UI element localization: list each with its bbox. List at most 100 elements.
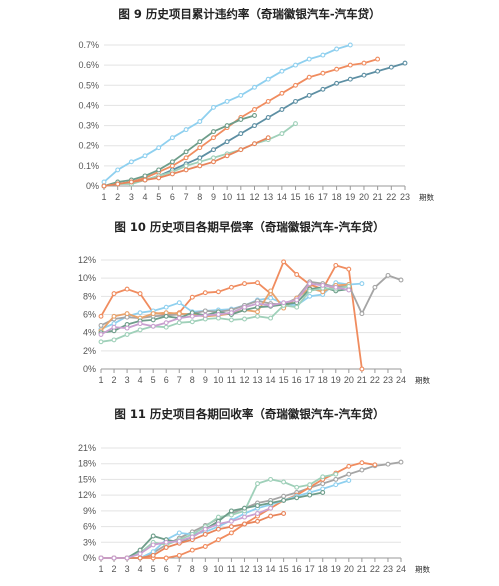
y-tick-label: 10% — [78, 273, 96, 283]
x-tick-label: 15 — [279, 375, 289, 385]
data-point — [307, 293, 313, 299]
data-point — [215, 312, 221, 317]
data-point — [281, 511, 287, 516]
y-tick-label: 6% — [83, 310, 96, 320]
data-point — [333, 471, 339, 477]
data-point — [176, 311, 182, 317]
data-point — [128, 179, 134, 185]
data-point — [156, 167, 162, 173]
x-tick-label: 13 — [263, 192, 273, 202]
y-tick-label: 21% — [78, 443, 96, 453]
data-point — [255, 280, 260, 286]
data-point — [228, 508, 234, 514]
data-point — [334, 80, 340, 86]
data-point — [346, 478, 352, 483]
data-point — [402, 60, 408, 66]
data-point — [294, 297, 300, 303]
x-tick-label: 13 — [253, 564, 263, 574]
data-point — [294, 495, 300, 501]
data-point — [320, 70, 326, 76]
x-tick-label: 12 — [239, 375, 249, 385]
x-tick-label: 8 — [197, 192, 202, 202]
data-point — [385, 461, 391, 467]
data-point — [169, 135, 175, 141]
x-tick-label: 9 — [203, 375, 208, 385]
data-point — [211, 104, 216, 110]
data-point — [224, 139, 230, 145]
data-point — [111, 291, 117, 297]
data-point — [279, 68, 285, 74]
x-tick-label: 11 — [227, 564, 236, 574]
data-point — [255, 481, 260, 487]
data-point — [372, 284, 378, 290]
data-point — [215, 521, 221, 527]
data-point — [183, 167, 189, 173]
data-point — [124, 332, 130, 337]
data-point — [197, 155, 203, 161]
data-point — [268, 315, 274, 321]
data-point — [189, 294, 195, 300]
data-point — [388, 64, 394, 70]
x-tick-label: 20 — [359, 192, 369, 202]
data-point — [320, 481, 326, 487]
x-tick-label: 24 — [396, 375, 406, 385]
x-tick-label: 1 — [98, 564, 103, 574]
data-point — [163, 320, 169, 326]
data-point — [293, 121, 298, 127]
data-point — [242, 281, 247, 287]
data-point — [306, 92, 312, 98]
data-point — [202, 312, 208, 318]
data-point — [265, 76, 271, 82]
data-point — [176, 530, 182, 536]
y-tick-label: 0.3% — [78, 121, 99, 131]
data-point — [293, 98, 298, 104]
data-point — [238, 92, 244, 98]
data-point — [215, 537, 221, 543]
x-tick-label: 23 — [383, 375, 393, 385]
series-line — [101, 491, 323, 559]
y-tick-label: 12% — [78, 490, 96, 500]
y-tick-label: 0.5% — [78, 80, 99, 90]
data-point — [265, 115, 271, 120]
y-tick-label: 0% — [86, 181, 99, 191]
y-tick-label: 18% — [78, 459, 96, 469]
data-point — [359, 467, 365, 473]
data-point — [320, 52, 326, 58]
y-tick-label: 12% — [78, 255, 96, 265]
x-tick-label: 17 — [305, 375, 315, 385]
data-point — [111, 555, 117, 561]
series-line — [103, 58, 378, 187]
x-axis-unit: 期数 — [415, 375, 430, 385]
x-tick-label: 23 — [383, 564, 393, 574]
data-point — [347, 62, 353, 68]
x-tick-label: 18 — [318, 375, 328, 385]
data-point — [150, 552, 156, 558]
y-tick-label: 4% — [83, 328, 96, 338]
x-tick-label: 21 — [357, 375, 367, 385]
x-tick-label: 1 — [101, 192, 106, 202]
data-point — [98, 313, 104, 319]
data-point — [150, 317, 156, 323]
data-point — [228, 310, 234, 316]
y-tick-label: 6% — [83, 522, 96, 532]
x-tick-label: 11 — [227, 375, 236, 385]
data-point — [202, 308, 208, 314]
data-point — [238, 147, 244, 153]
data-point — [255, 503, 260, 509]
x-tick-label: 24 — [396, 564, 406, 574]
data-point — [211, 155, 216, 161]
data-point — [268, 513, 274, 519]
data-point — [281, 479, 287, 485]
data-point — [347, 76, 353, 82]
data-point — [228, 284, 234, 290]
y-tick-label: 0.1% — [78, 161, 99, 171]
data-point — [242, 521, 247, 527]
data-point — [238, 131, 244, 137]
data-point — [228, 317, 234, 323]
y-tick-label: 0.4% — [78, 100, 99, 110]
x-tick-label: 18 — [332, 192, 342, 202]
data-point — [169, 171, 175, 177]
y-tick-label: 0.6% — [78, 60, 99, 70]
x-tick-label: 4 — [143, 192, 148, 202]
data-point — [334, 66, 340, 72]
